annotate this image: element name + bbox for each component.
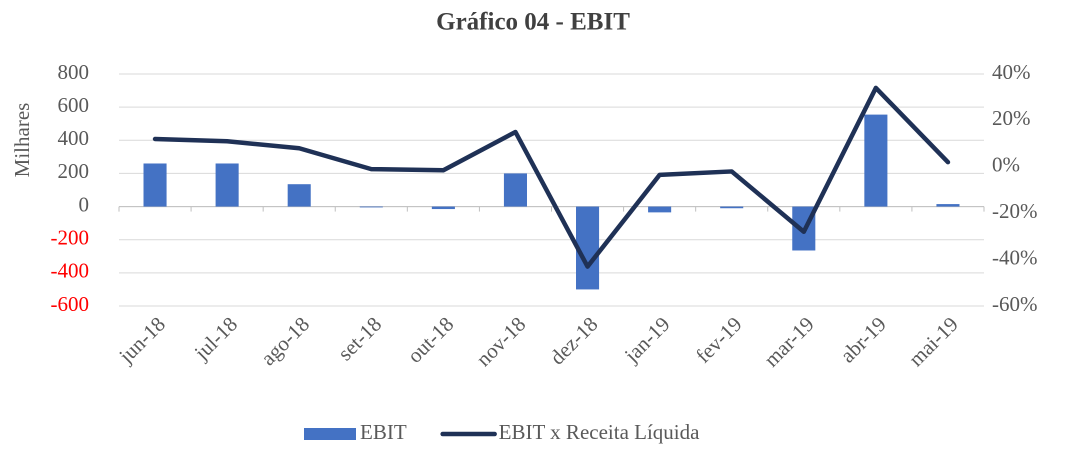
bar (936, 204, 960, 207)
line (152, 85, 951, 269)
bar (576, 206, 600, 290)
x-tick-label: mar-19 (759, 312, 819, 372)
bar (143, 163, 167, 207)
y-tick-label: 400 (58, 126, 90, 150)
x-tick-label: mai-19 (904, 312, 963, 371)
x-tick-label: jan-19 (619, 312, 675, 368)
y-tick-label: 0 (79, 192, 90, 216)
x-tick-label: dez-18 (545, 312, 602, 369)
x-tick-label: out-18 (403, 312, 459, 368)
x-tick-label: jun-18 (114, 312, 170, 368)
bar (431, 206, 455, 210)
y-tick-label: -600 (51, 292, 90, 316)
y2-tick-label: 0% (992, 153, 1020, 177)
y-axis-label: Milhares (10, 103, 34, 178)
x-tick-label: fev-19 (691, 312, 747, 368)
bar (215, 163, 239, 207)
x-tick-label: abr-19 (835, 312, 890, 367)
bar (287, 184, 311, 207)
bar (503, 173, 527, 207)
y2-tick-label: -20% (992, 199, 1038, 223)
x-tick-label: set-18 (333, 312, 386, 365)
y-tick-label: -200 (51, 226, 90, 250)
legend-swatch (304, 428, 356, 440)
y-tick-label: 600 (58, 93, 90, 117)
y2-tick-label: 20% (992, 106, 1031, 130)
legend-label: EBIT x Receita Líquida (499, 420, 700, 444)
bar (720, 206, 744, 209)
legend-label: EBIT (360, 420, 407, 444)
x-tick-label: ago-18 (256, 312, 314, 370)
y-tick-label: 200 (58, 159, 90, 183)
y2-tick-label: 40% (992, 60, 1031, 84)
y2-tick-label: -60% (992, 292, 1038, 316)
bar (359, 206, 383, 208)
bar (648, 206, 672, 213)
x-tick-label: nov-18 (471, 312, 530, 371)
y-tick-label: 800 (58, 60, 90, 84)
y2-tick-label: -40% (992, 245, 1038, 269)
y-tick-label: -400 (51, 259, 90, 283)
chart-title: Gráfico 04 - EBIT (436, 9, 630, 36)
x-tick-label: jul-18 (189, 312, 242, 365)
bar (864, 114, 888, 207)
